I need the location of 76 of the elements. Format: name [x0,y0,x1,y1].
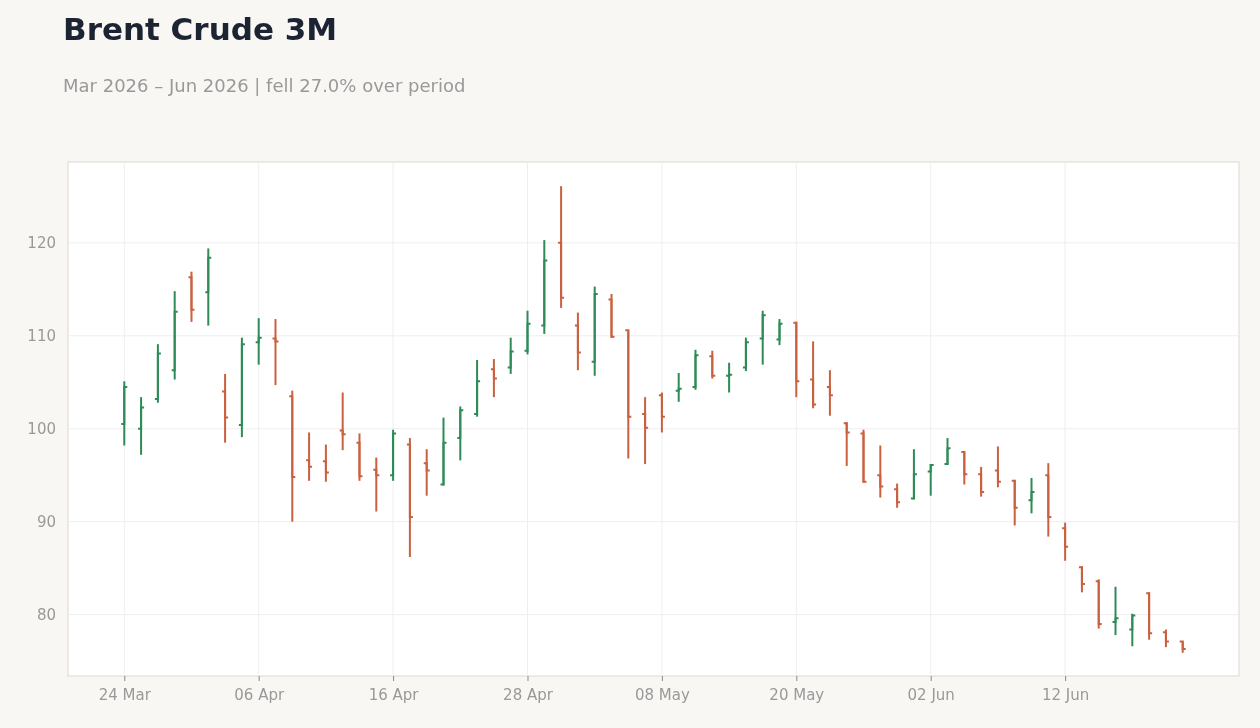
x-tick-label: 08 May [634,685,690,704]
candlestick [338,391,347,452]
candlestick [926,463,935,497]
candlestick [120,380,129,447]
y-tick-label: 100 [27,420,56,439]
candlestick [859,428,868,484]
candlestick [153,343,162,404]
y-tick-label: 120 [27,234,56,253]
candlestick [456,405,465,462]
x-tick-label: 28 Apr [503,685,554,704]
candlestick [187,270,196,323]
candlestick [943,437,952,467]
candlestick [674,371,683,403]
x-tick-label: 12 Jun [1041,685,1090,704]
candlestick [977,465,986,498]
candlestick [405,437,414,559]
candlestick [1145,591,1154,641]
candlestick [775,318,784,347]
candlestick [876,444,885,499]
candlestick [1077,565,1086,594]
candlestick [288,389,297,523]
candlestick [960,450,969,486]
candlestick [842,421,851,467]
candlestick [725,361,734,394]
candlestick [691,348,700,391]
candlestick [489,358,498,399]
y-tick-label: 80 [36,605,56,624]
candlestick [641,396,650,466]
candlestick [389,428,398,482]
candlestick [473,358,482,418]
candlestick [204,247,213,327]
candlestick [758,309,767,366]
x-tick-label: 06 Apr [234,685,285,704]
candlestick [305,431,314,482]
candlestick [607,292,616,339]
y-tick-label: 110 [27,327,56,346]
candlestick [624,329,633,460]
candlestick [1094,578,1103,630]
candlestick [254,317,263,366]
chart-title: Brent Crude 3M [63,11,338,47]
candlestick [1128,612,1137,648]
candlestick [1111,585,1120,637]
candlestick [741,336,750,373]
candlestick [825,369,834,417]
candlestick [809,340,818,410]
candlestick [321,443,330,483]
candlestick [523,309,532,356]
candlestick [557,185,566,309]
candlestick [708,349,717,380]
candlestick [506,336,515,375]
candlestick [137,396,146,456]
candlestick [657,391,666,434]
x-tick-label: 02 Jun [907,685,955,704]
candlestick [1044,462,1053,538]
x-tick-label: 16 Apr [368,685,420,704]
candlestick [221,372,230,444]
candlestick [909,448,918,501]
candlestick [422,448,431,497]
candlestick [170,290,179,381]
candlestick [540,239,549,335]
chart-subtitle: Mar 2026 – Jun 2026 | fell 27.0% over period [63,75,466,96]
candlestick [792,320,801,399]
candlestick [237,336,246,439]
x-tick-label: 20 May [769,685,825,704]
candlestick [372,456,381,513]
candlestick [573,311,582,372]
candlestick [1061,521,1070,562]
candlestick [1010,478,1019,527]
candlestick [893,482,902,509]
candlestick [993,445,1002,489]
candlestick [1027,477,1036,515]
candlestick [439,416,448,487]
candlestick [355,432,364,482]
x-tick-label: 24 Mar [98,685,152,704]
candlestick [590,285,599,377]
y-tick-label: 90 [36,513,56,532]
